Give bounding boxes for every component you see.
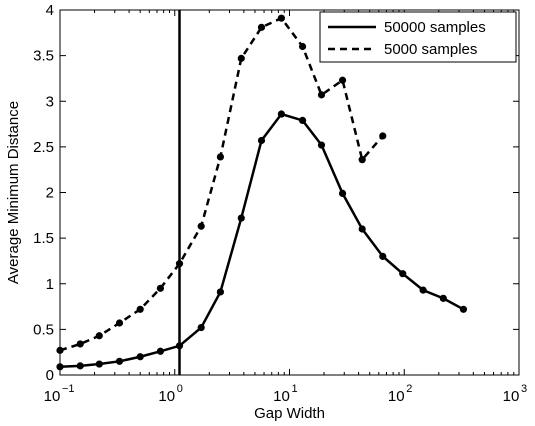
data-point xyxy=(76,362,84,370)
data-point xyxy=(156,347,165,355)
data-point xyxy=(216,288,225,296)
x-tick-base: 10 xyxy=(44,388,61,405)
y-tick-label: 1.5 xyxy=(33,230,54,247)
data-point xyxy=(95,360,103,368)
y-tick-label: 4 xyxy=(46,2,54,19)
data-point xyxy=(76,340,84,348)
x-tick-exponent: 1 xyxy=(292,383,298,395)
x-tick-base: 10 xyxy=(388,388,405,405)
data-point xyxy=(298,42,307,51)
data-point xyxy=(338,76,347,84)
data-point xyxy=(216,153,225,161)
data-point xyxy=(439,294,447,302)
data-point xyxy=(358,225,366,233)
data-point xyxy=(298,116,307,125)
data-point xyxy=(197,222,205,230)
data-point xyxy=(257,136,266,145)
data-point xyxy=(237,214,245,222)
data-point xyxy=(379,252,387,260)
data-point xyxy=(56,363,64,371)
legend: 50000 samples 5000 samples xyxy=(319,11,517,63)
data-point xyxy=(136,305,144,313)
y-tick-label: 3 xyxy=(46,93,54,110)
x-tick-label: 10 2 xyxy=(388,383,412,405)
y-tick-label: 0.5 xyxy=(33,321,54,338)
data-point xyxy=(277,110,285,118)
y-tick-label: 1 xyxy=(46,276,54,293)
x-tick-base: 10 xyxy=(273,388,290,405)
data-point xyxy=(317,91,326,99)
data-point xyxy=(358,156,366,164)
data-point xyxy=(136,353,144,361)
y-tick-label: 2.5 xyxy=(33,139,54,156)
data-point xyxy=(277,14,285,22)
x-tick-exponent: −1 xyxy=(62,383,75,395)
legend-box xyxy=(319,11,517,63)
legend-label-0: 50000 samples xyxy=(384,19,486,36)
plot-area xyxy=(59,9,520,376)
x-tick-base: 10 xyxy=(503,388,520,405)
x-tick-label: 10 3 xyxy=(503,383,527,405)
x-tick-base: 10 xyxy=(158,388,175,405)
y-tick-label: 2 xyxy=(46,185,54,202)
data-point xyxy=(156,284,165,292)
data-point xyxy=(399,270,407,278)
data-point xyxy=(95,332,103,340)
y-axis-label: Average Minimum Distance xyxy=(5,101,22,284)
data-point xyxy=(379,132,387,140)
data-point xyxy=(197,323,205,332)
x-tick-labels: 10 −1 10 0 10 1 10 2 10 3 xyxy=(44,383,527,405)
data-point xyxy=(237,54,245,62)
data-point xyxy=(419,286,427,294)
data-point xyxy=(459,305,468,313)
data-point xyxy=(56,346,64,354)
data-point xyxy=(338,189,347,198)
x-tick-label: 10 −1 xyxy=(44,383,75,405)
x-tick-exponent: 2 xyxy=(406,383,412,395)
x-axis-label: Gap Width xyxy=(254,405,325,422)
y-tick-labels: 0 0.5 1 1.5 2 2.5 3 3.5 4 xyxy=(33,2,54,384)
x-tick-label: 10 1 xyxy=(273,383,297,405)
x-tick-label: 10 0 xyxy=(158,383,182,405)
y-tick-label: 0 xyxy=(46,367,54,384)
data-point xyxy=(115,357,124,365)
data-point xyxy=(257,23,266,31)
x-tick-exponent: 0 xyxy=(177,383,183,395)
x-tick-exponent: 3 xyxy=(521,383,527,395)
data-point xyxy=(115,319,124,327)
y-tick-label: 3.5 xyxy=(33,48,54,65)
legend-label-1: 5000 samples xyxy=(384,41,477,58)
data-point xyxy=(317,141,326,149)
